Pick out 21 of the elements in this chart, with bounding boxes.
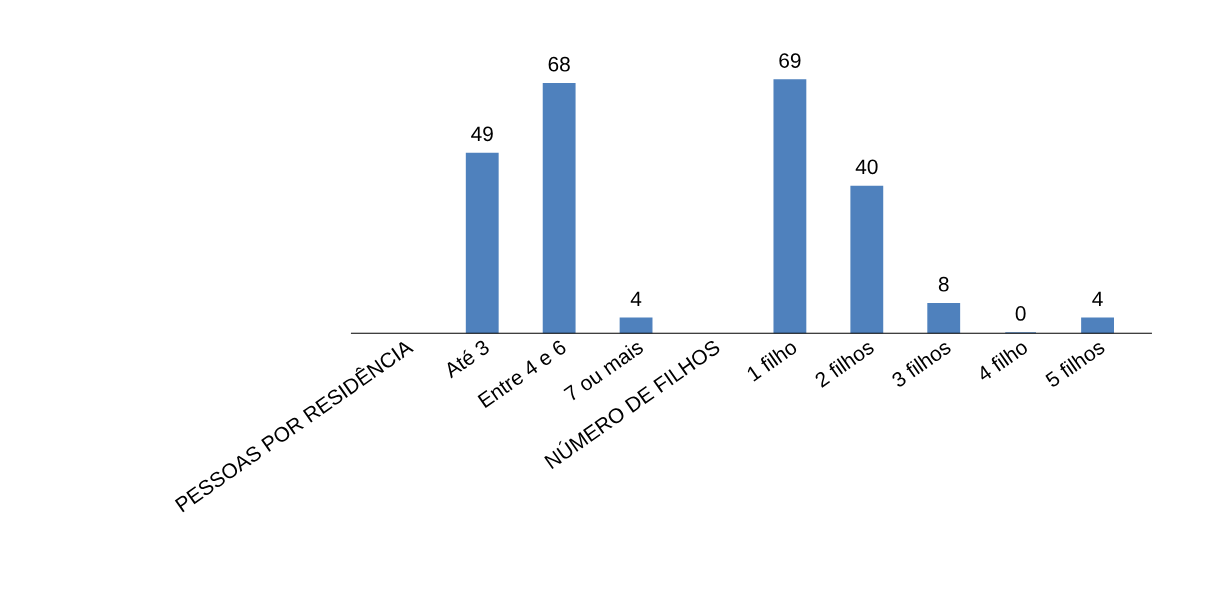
x-tick-label: 4 filho: [975, 338, 1029, 383]
bar: [465, 152, 499, 334]
data-label: 0: [1015, 306, 1026, 321]
bar: [850, 185, 884, 334]
data-label: 69: [779, 53, 801, 68]
data-label: 8: [938, 276, 949, 292]
data-label: 4: [630, 291, 642, 306]
x-tick-label: Até 3: [442, 338, 491, 379]
bar: [542, 82, 576, 334]
bar: [619, 317, 653, 334]
bar: [927, 302, 961, 334]
x-tick-label: 3 filhos: [890, 338, 952, 389]
x-tick-label: 2 filhos: [813, 338, 875, 388]
x-tick-label: 1 filho: [745, 338, 798, 382]
data-label: 4: [1092, 291, 1103, 306]
x-tick-label: 5 filhos: [1044, 338, 1106, 389]
data-label: 40: [855, 159, 878, 175]
bar: [773, 79, 807, 334]
data-label: 49: [471, 126, 493, 142]
data-label: 68: [548, 56, 570, 72]
bar: [1081, 317, 1114, 334]
